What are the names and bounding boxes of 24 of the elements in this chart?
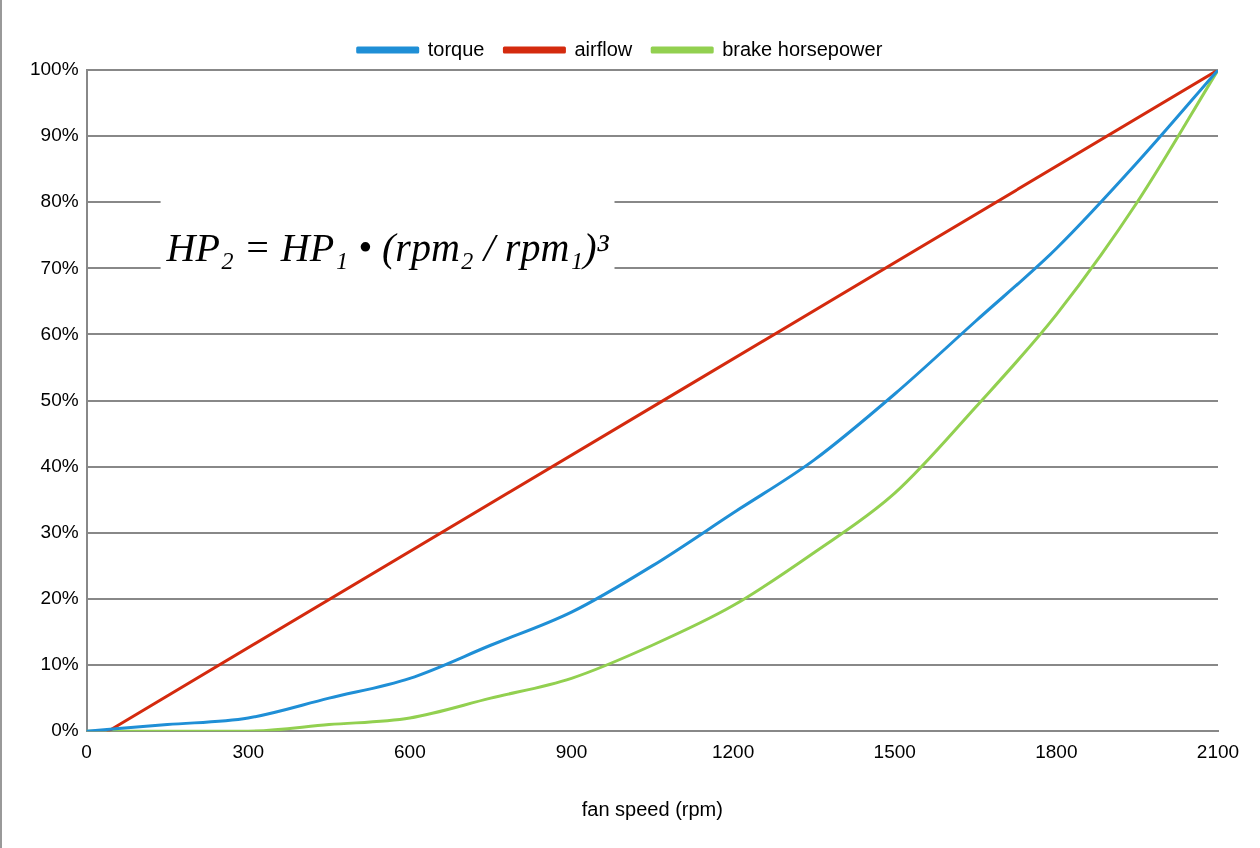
y-tick-label: 80% (40, 190, 79, 212)
x-tick-label: 1200 (711, 740, 755, 762)
y-tick-label: 90% (40, 124, 79, 146)
x-tick-label: 900 (555, 740, 588, 762)
y-tick-label: 40% (40, 454, 79, 476)
y-tick-label: 50% (40, 388, 79, 410)
legend-label: brake horsepower (722, 37, 883, 60)
x-tick-label: 600 (394, 740, 426, 762)
legend-label: torque (427, 37, 485, 60)
x-tick-label: 300 (232, 740, 265, 762)
y-tick-label: 30% (40, 521, 79, 543)
legend-label: airflow (574, 37, 633, 60)
x-axis-title: fan speed (rpm) (581, 797, 723, 820)
x-tick-label: 1800 (1035, 740, 1078, 762)
y-tick-label: 60% (40, 322, 79, 344)
y-tick-label: 100% (29, 58, 79, 80)
y-tick-label: 20% (40, 587, 79, 609)
y-tick-label: 70% (40, 256, 79, 278)
x-tick-label: 1500 (873, 740, 916, 762)
annotation: HP₂ = HP₁ • (rpm₂ / rpm₁)³ (165, 224, 610, 270)
x-tick-label: 0 (81, 740, 92, 762)
x-tick-label: 2100 (1196, 740, 1240, 762)
y-tick-label: 10% (40, 653, 79, 675)
y-tick-label: 0% (51, 719, 79, 741)
